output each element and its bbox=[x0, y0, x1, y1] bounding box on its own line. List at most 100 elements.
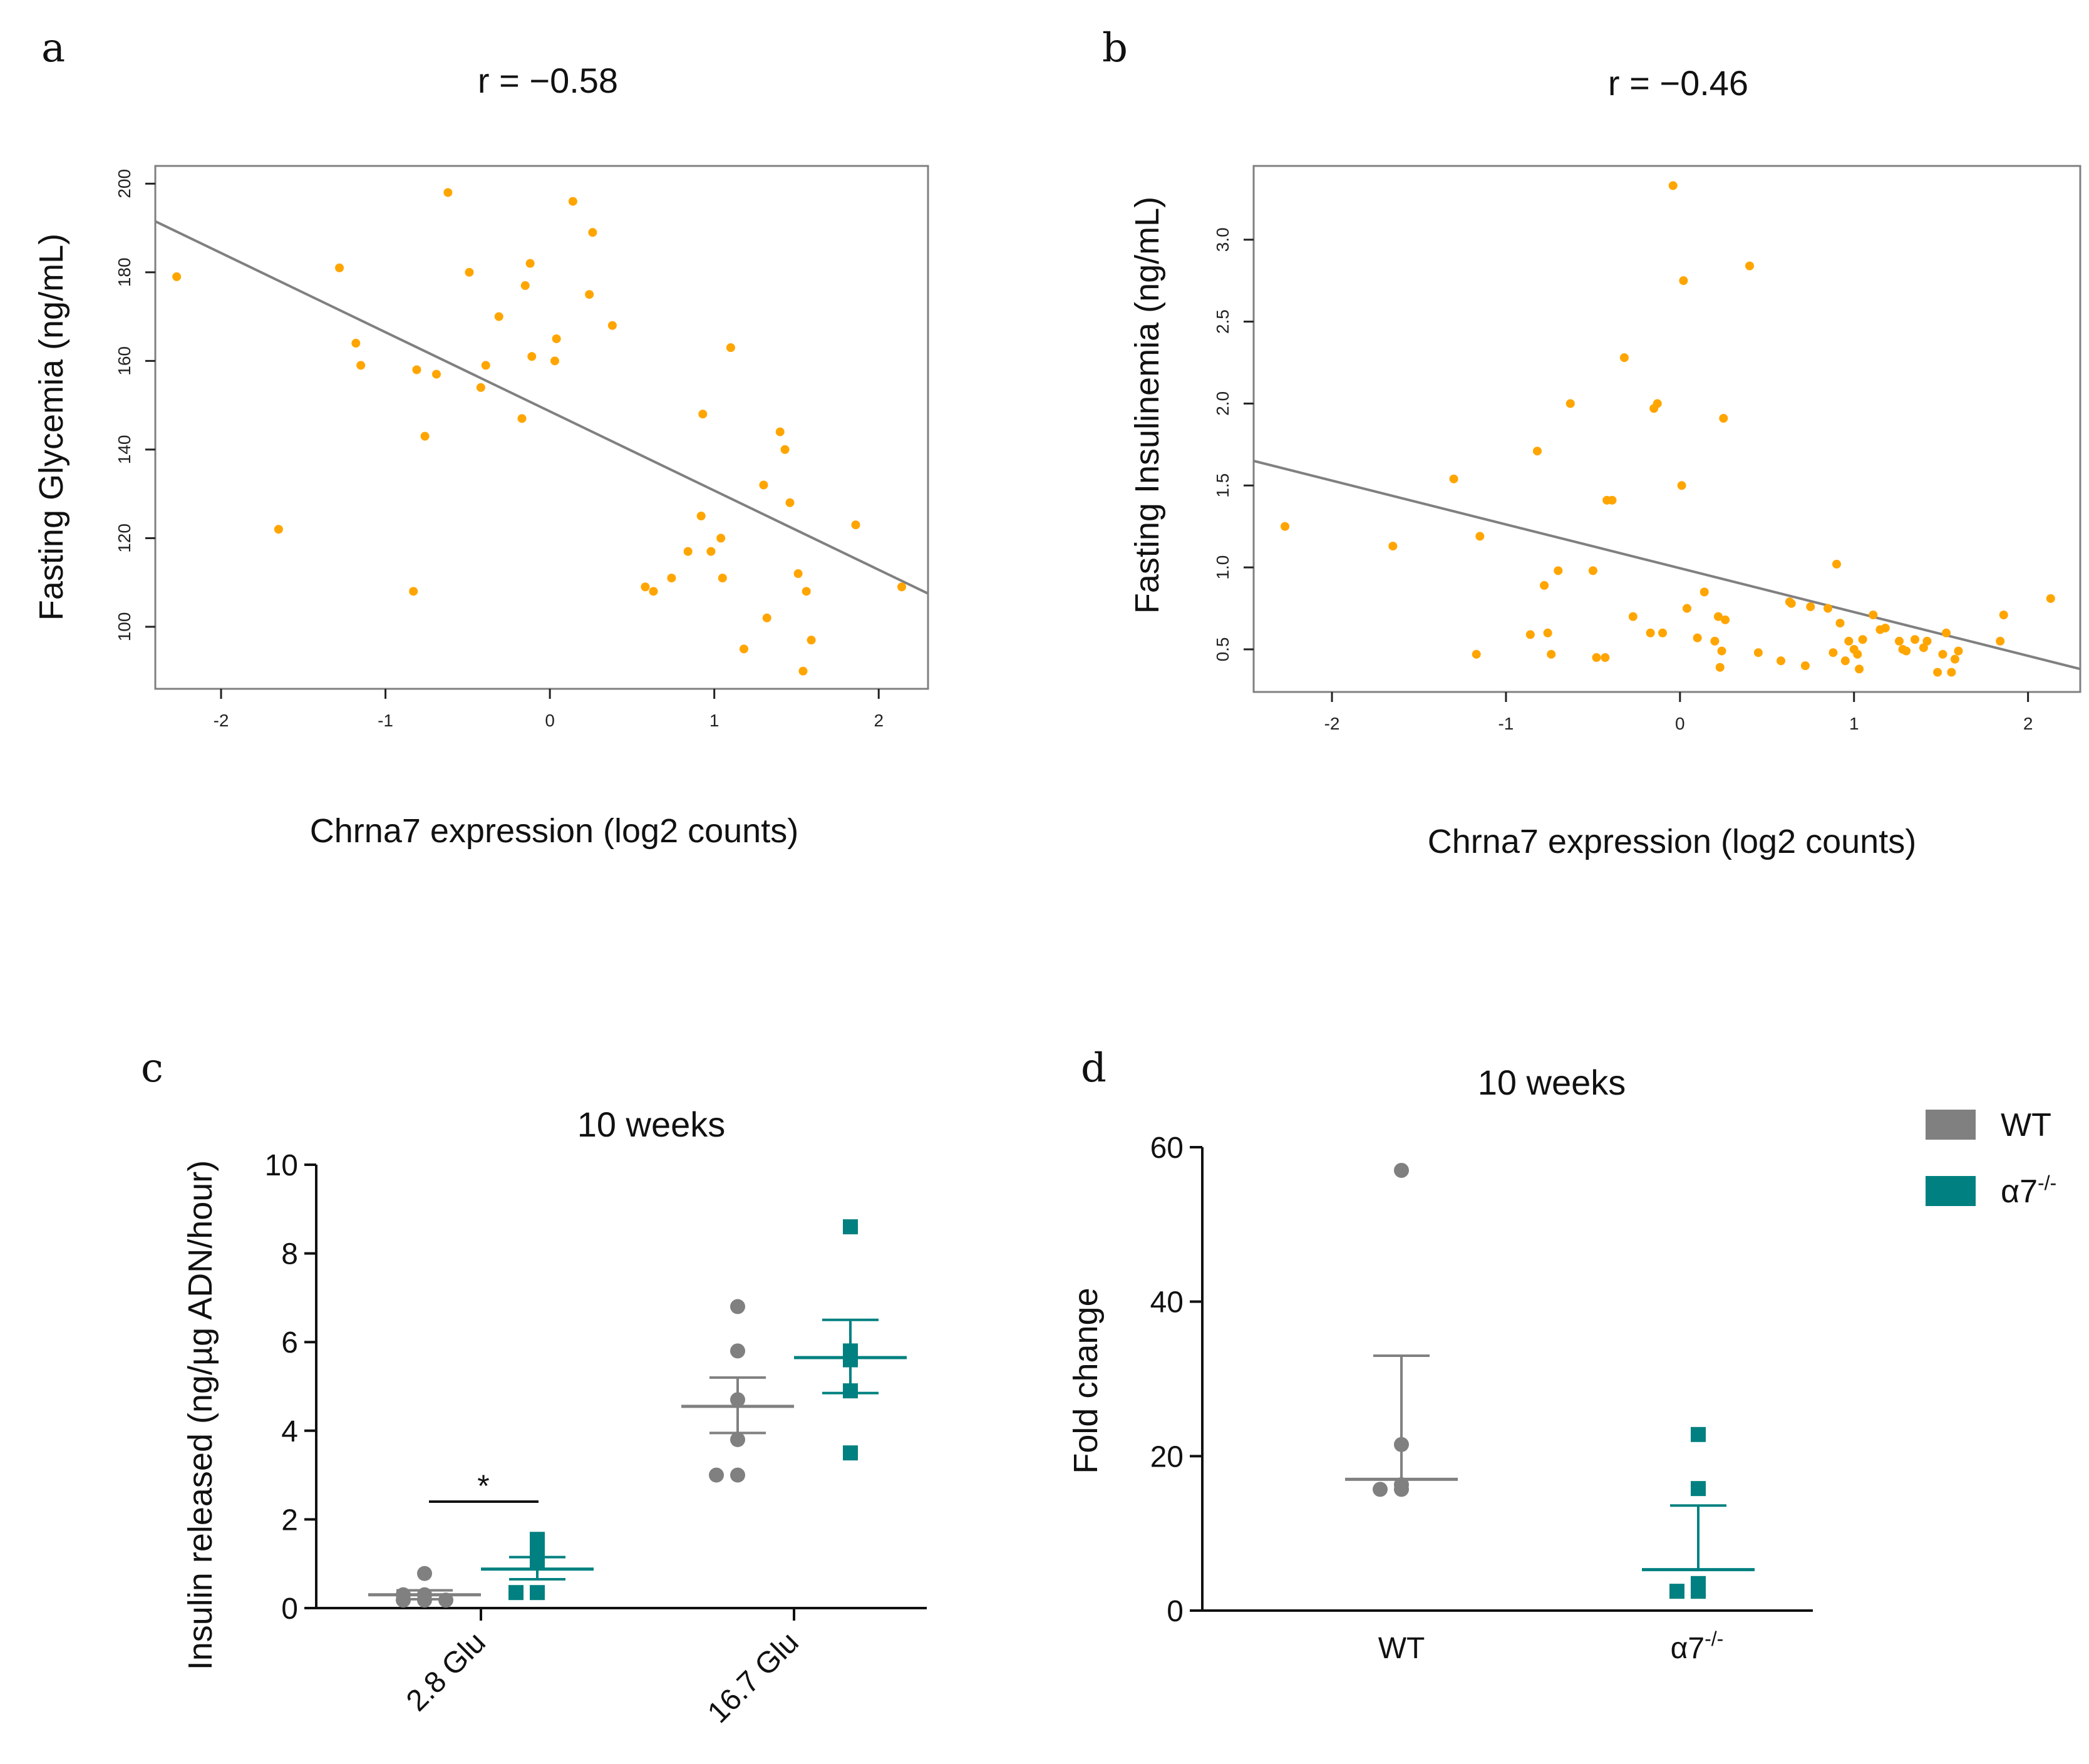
panel-d-xtick-ko-sup: -/- bbox=[1705, 1627, 1723, 1650]
b-xtick-label: -1 bbox=[1498, 714, 1514, 733]
a-data-point bbox=[706, 547, 716, 556]
b-data-point bbox=[1721, 615, 1730, 624]
a-data-point bbox=[785, 498, 795, 507]
a-data-point bbox=[517, 414, 527, 423]
b-data-point bbox=[1619, 353, 1629, 363]
c-wt-data-point bbox=[438, 1592, 453, 1608]
b-data-point bbox=[1996, 636, 2005, 646]
panel-a-letter: a bbox=[41, 25, 65, 71]
panel-a-title: r = −0.58 bbox=[478, 61, 618, 100]
a-data-point bbox=[798, 666, 808, 676]
b-data-point bbox=[1449, 474, 1458, 483]
a-data-point bbox=[465, 267, 474, 277]
panel-b-ylabel: Fasting Insulinemia (ng/mL) bbox=[1128, 197, 1166, 614]
a-ytick-label: 140 bbox=[115, 435, 134, 465]
legend-label-ko-sup: -/- bbox=[2038, 1172, 2056, 1194]
a-data-point bbox=[641, 582, 650, 592]
a-data-point bbox=[739, 644, 748, 654]
panel-a-scatter: a r = −0.58 Fasting Glycemia (ng/mL) Chr… bbox=[33, 25, 929, 850]
b-data-point bbox=[1858, 635, 1867, 644]
a-xtick-label: 0 bbox=[545, 711, 555, 730]
b-data-point bbox=[1554, 566, 1563, 575]
c-ko-data-point bbox=[530, 1554, 545, 1569]
legend-swatch-wt bbox=[1926, 1110, 1976, 1140]
b-data-point bbox=[1658, 628, 1668, 637]
a-data-point bbox=[667, 574, 676, 583]
b-data-point bbox=[1938, 649, 1947, 659]
a-data-point bbox=[780, 445, 790, 454]
b-data-point bbox=[1745, 261, 1754, 271]
a-data-point bbox=[607, 321, 617, 330]
d-wt-data-point bbox=[1394, 1436, 1409, 1452]
b-data-point bbox=[1475, 532, 1485, 541]
b-data-point bbox=[1787, 599, 1796, 608]
b-data-point bbox=[1540, 580, 1549, 590]
b-data-point bbox=[1713, 612, 1723, 621]
b-data-point bbox=[1700, 587, 1709, 597]
panel-c-ylabel: Insulin released (ng/µg ADN/hour) bbox=[182, 1160, 219, 1671]
b-data-point bbox=[1911, 635, 1919, 644]
b-data-point bbox=[1719, 413, 1728, 423]
panel-a-regression-line bbox=[155, 220, 929, 595]
b-ytick-label: 2.5 bbox=[1213, 309, 1232, 334]
a-data-point bbox=[476, 383, 485, 392]
c-wt-data-point bbox=[730, 1431, 745, 1447]
legend-label-ko-base: α7 bbox=[2001, 1173, 2038, 1210]
panel-a-points bbox=[172, 188, 906, 676]
b-data-point bbox=[1829, 648, 1838, 658]
b-data-point bbox=[1800, 661, 1810, 671]
b-data-point bbox=[1999, 611, 2008, 620]
b-data-point bbox=[1607, 495, 1617, 505]
a-data-point bbox=[897, 582, 906, 592]
panel-a-plot-frame bbox=[154, 165, 929, 690]
a-xtick-label: -2 bbox=[214, 711, 229, 730]
b-data-point bbox=[1547, 649, 1556, 659]
panel-d-letter: d bbox=[1081, 1045, 1106, 1091]
b-ytick-label: 2.0 bbox=[1213, 391, 1232, 416]
b-data-point bbox=[1710, 636, 1720, 646]
d-ko-data-point bbox=[1691, 1426, 1706, 1442]
c-ko-data-point bbox=[843, 1445, 858, 1461]
b-data-point bbox=[1281, 522, 1290, 531]
a-data-point bbox=[550, 356, 560, 366]
c-wt-data-point bbox=[417, 1565, 432, 1581]
panel-d-xtick-ko-base: α7 bbox=[1671, 1632, 1705, 1665]
a-data-point bbox=[412, 365, 421, 374]
a-data-point bbox=[431, 369, 441, 379]
b-data-point bbox=[2046, 594, 2055, 603]
legend-label-wt: WT bbox=[2001, 1107, 2051, 1143]
c-ytick-label: 0 bbox=[281, 1592, 298, 1626]
panel-a-ticks: -2 -1 0 1 2 100 120 140 160 180 200 bbox=[115, 169, 884, 730]
a-ytick-label: 120 bbox=[115, 524, 134, 553]
c-wt-data-point bbox=[709, 1467, 724, 1483]
c-ko-data-point bbox=[530, 1585, 545, 1601]
c-ytick-label: 8 bbox=[281, 1238, 298, 1271]
a-data-point bbox=[520, 281, 530, 291]
a-data-point bbox=[759, 480, 768, 490]
a-data-point bbox=[726, 343, 735, 353]
b-xtick-label: 1 bbox=[1849, 714, 1859, 733]
b-data-point bbox=[1835, 619, 1845, 628]
a-data-point bbox=[525, 259, 535, 268]
panel-b-scatter: b r = −0.46 Fasting Insulinemia (ng/mL) … bbox=[1102, 25, 2081, 860]
b-data-point bbox=[1823, 604, 1833, 613]
a-data-point bbox=[443, 188, 453, 197]
panel-c-dotplot: c 10 weeks Insulin released (ng/µg ADN/h… bbox=[141, 1045, 927, 1730]
b-xtick-label: 2 bbox=[2023, 714, 2033, 733]
b-data-point bbox=[1840, 656, 1850, 666]
b-data-point bbox=[1832, 559, 1841, 569]
a-data-point bbox=[802, 587, 811, 596]
a-data-point bbox=[807, 636, 816, 645]
d-ytick-label: 20 bbox=[1150, 1440, 1184, 1473]
b-ytick-label: 1.5 bbox=[1213, 473, 1232, 498]
a-data-point bbox=[683, 547, 693, 556]
a-data-point bbox=[585, 290, 594, 299]
b-data-point bbox=[1388, 542, 1398, 551]
b-data-point bbox=[1472, 649, 1481, 659]
panel-b-ticks: -2 -1 0 1 2 0.5 1.0 1.5 2.0 2.5 3.0 bbox=[1213, 227, 2033, 733]
c-ytick-label: 10 bbox=[265, 1149, 298, 1182]
b-data-point bbox=[1942, 628, 1951, 637]
panel-c-letter: c bbox=[141, 1045, 163, 1091]
